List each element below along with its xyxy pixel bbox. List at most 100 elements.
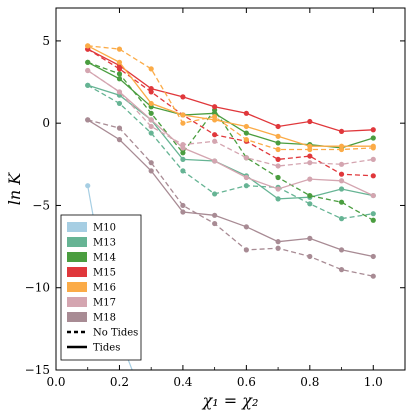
- data-point: [275, 146, 281, 153]
- legend-label: No Tides: [93, 328, 138, 339]
- data-point: [338, 199, 345, 205]
- data-point: [307, 253, 313, 260]
- data-point: [338, 161, 345, 167]
- data-point: [307, 118, 313, 125]
- legend-swatch: [67, 297, 87, 307]
- legend-entry: M18: [67, 312, 116, 324]
- data-point: [116, 76, 123, 82]
- data-point: [116, 59, 123, 65]
- y-tick-label: −10: [25, 281, 50, 295]
- data-point: [275, 156, 281, 162]
- legend-swatch: [67, 282, 87, 292]
- legend-entry: M17: [67, 297, 116, 309]
- y-tick-label: −15: [25, 363, 50, 377]
- data-point: [180, 156, 186, 162]
- data-point: [212, 114, 218, 120]
- series-m17-dashed: [85, 67, 376, 169]
- data-point: [180, 209, 186, 215]
- series-line: [87, 84, 374, 220]
- legend-label: M17: [93, 298, 116, 309]
- data-point: [338, 171, 345, 177]
- data-point: [370, 192, 376, 199]
- data-point: [370, 273, 376, 279]
- data-point: [275, 123, 281, 130]
- x-axis-label: χ₁ = χ₂: [202, 391, 259, 410]
- data-point: [180, 94, 186, 100]
- legend-entry: M16: [67, 282, 116, 294]
- legend-label: Tides: [93, 343, 120, 354]
- data-point: [180, 168, 186, 174]
- data-point: [275, 174, 281, 181]
- data-point: [116, 100, 123, 107]
- data-point: [148, 160, 154, 166]
- data-point: [338, 186, 345, 192]
- series-line: [87, 119, 374, 277]
- legend-label: M14: [93, 253, 116, 264]
- data-point: [180, 112, 186, 118]
- data-point: [148, 168, 154, 174]
- x-tick-label: 0.6: [237, 375, 256, 389]
- data-point: [338, 247, 345, 253]
- data-point: [338, 128, 345, 135]
- series-line: [87, 61, 374, 221]
- legend-swatch: [67, 222, 87, 232]
- series-m13-dashed: [85, 82, 376, 222]
- legend-swatch: [67, 237, 87, 247]
- data-point: [307, 235, 313, 241]
- legend-swatch: [67, 267, 87, 277]
- data-point: [370, 145, 376, 151]
- y-axis-label: ln K: [5, 172, 24, 206]
- legend-label: M18: [93, 313, 116, 324]
- data-point: [212, 104, 218, 110]
- data-point: [116, 66, 123, 72]
- data-point: [212, 158, 218, 164]
- x-tick-label: 1.0: [364, 375, 383, 389]
- y-tick-label: 0: [42, 116, 50, 130]
- legend-entry: M14: [67, 252, 116, 264]
- legend-entry: M15: [67, 267, 116, 279]
- data-point: [275, 239, 281, 245]
- data-point: [370, 253, 376, 260]
- legend-label: M10: [93, 223, 116, 234]
- data-point: [243, 137, 249, 143]
- series-layer: [85, 43, 376, 370]
- data-point: [243, 130, 249, 136]
- data-point: [338, 267, 345, 273]
- data-point: [307, 153, 313, 159]
- data-point: [212, 132, 218, 138]
- series-m18-dashed: [85, 117, 376, 279]
- data-point: [243, 247, 249, 253]
- data-point: [116, 125, 123, 131]
- data-point: [85, 183, 91, 189]
- series-line: [87, 119, 374, 258]
- data-point: [212, 220, 218, 227]
- x-tick-label: 0.2: [110, 375, 129, 389]
- data-point: [116, 137, 123, 143]
- data-point: [275, 245, 281, 251]
- series-m16-dashed: [85, 43, 376, 153]
- data-point: [275, 133, 281, 139]
- data-point: [148, 117, 154, 123]
- data-point: [212, 138, 218, 144]
- x-tick-label: 0.8: [300, 375, 319, 389]
- legend-entry: Tides: [67, 343, 120, 354]
- data-point: [148, 130, 154, 136]
- data-point: [85, 43, 91, 49]
- data-point: [148, 110, 154, 116]
- data-point: [243, 174, 249, 181]
- data-point: [148, 123, 154, 130]
- data-point: [85, 117, 91, 123]
- series-line: [87, 45, 374, 147]
- x-tick-label: 0.0: [46, 375, 65, 389]
- data-point: [116, 71, 123, 77]
- data-point: [338, 216, 345, 222]
- data-point: [212, 212, 218, 218]
- data-point: [370, 135, 376, 141]
- legend-swatch: [67, 312, 87, 322]
- data-point: [148, 89, 154, 95]
- series-line: [87, 45, 374, 151]
- data-point: [243, 110, 249, 116]
- legend-label: M15: [93, 268, 116, 279]
- data-point: [307, 176, 313, 182]
